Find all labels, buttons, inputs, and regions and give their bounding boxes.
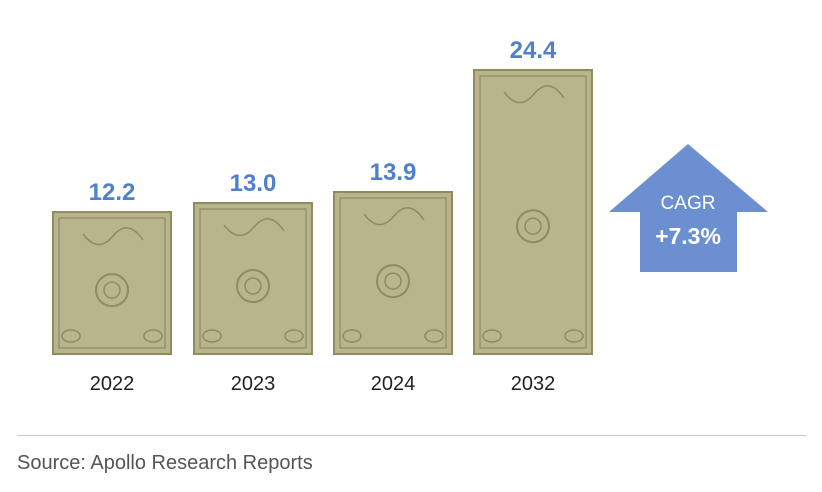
category-label-2024: 2024 — [371, 373, 416, 395]
bill-corner-oval — [564, 329, 584, 343]
bill-seal-outer — [95, 273, 129, 308]
bill-ornament — [363, 207, 425, 226]
value-label-2032: 24.4 — [510, 37, 557, 64]
bar-2032 — [473, 69, 593, 355]
bill-seal-inner — [103, 281, 121, 299]
bill-border — [58, 217, 166, 349]
bar — [52, 211, 172, 355]
bill-seal-outer — [516, 209, 550, 244]
cagr-value: +7.3% — [655, 223, 721, 249]
bar — [473, 69, 593, 355]
bar-2022 — [52, 211, 172, 355]
category-label-2032: 2032 — [511, 373, 556, 395]
divider — [17, 435, 806, 436]
bill-corner-oval — [284, 329, 304, 343]
bill-ornament — [223, 218, 285, 237]
bars-layer — [52, 69, 593, 355]
bill-seal-inner — [524, 217, 542, 235]
bill-seal-inner — [244, 277, 262, 295]
source-note: Source: Apollo Research Reports — [17, 452, 313, 474]
bill-corner-oval — [424, 329, 444, 343]
cagr-label: CAGR — [661, 193, 716, 214]
bill-ornament — [503, 85, 565, 104]
bar-2024 — [333, 191, 453, 355]
bill-corner-oval — [342, 329, 362, 343]
cagr-arrow: CAGR +7.3% — [609, 144, 768, 272]
value-label-2022: 12.2 — [89, 179, 136, 206]
bill-seal-inner — [384, 272, 402, 290]
bill-seal-outer — [236, 269, 270, 304]
value-label-2024: 13.9 — [370, 159, 417, 186]
bill-border — [339, 197, 447, 349]
bar-chart: 12.2 2022 13.0 2023 13.9 2024 24.4 2032 CAGR +7… — [52, 37, 768, 395]
bill-seal-outer — [376, 264, 410, 299]
bar-2023 — [193, 202, 313, 355]
bill-border — [199, 208, 307, 349]
bill-corner-oval — [482, 329, 502, 343]
category-label-2022: 2022 — [90, 373, 135, 395]
bill-ornament — [82, 227, 144, 246]
bill-corner-oval — [61, 329, 81, 343]
bill-border — [479, 75, 587, 349]
cagr-arrow-shape — [609, 144, 768, 272]
bill-corner-oval — [143, 329, 163, 343]
category-label-2023: 2023 — [231, 373, 276, 395]
value-label-2023: 13.0 — [230, 170, 277, 197]
labels-layer: 12.2 2022 13.0 2023 13.9 2024 24.4 2032 — [89, 37, 557, 395]
bill-corner-oval — [202, 329, 222, 343]
